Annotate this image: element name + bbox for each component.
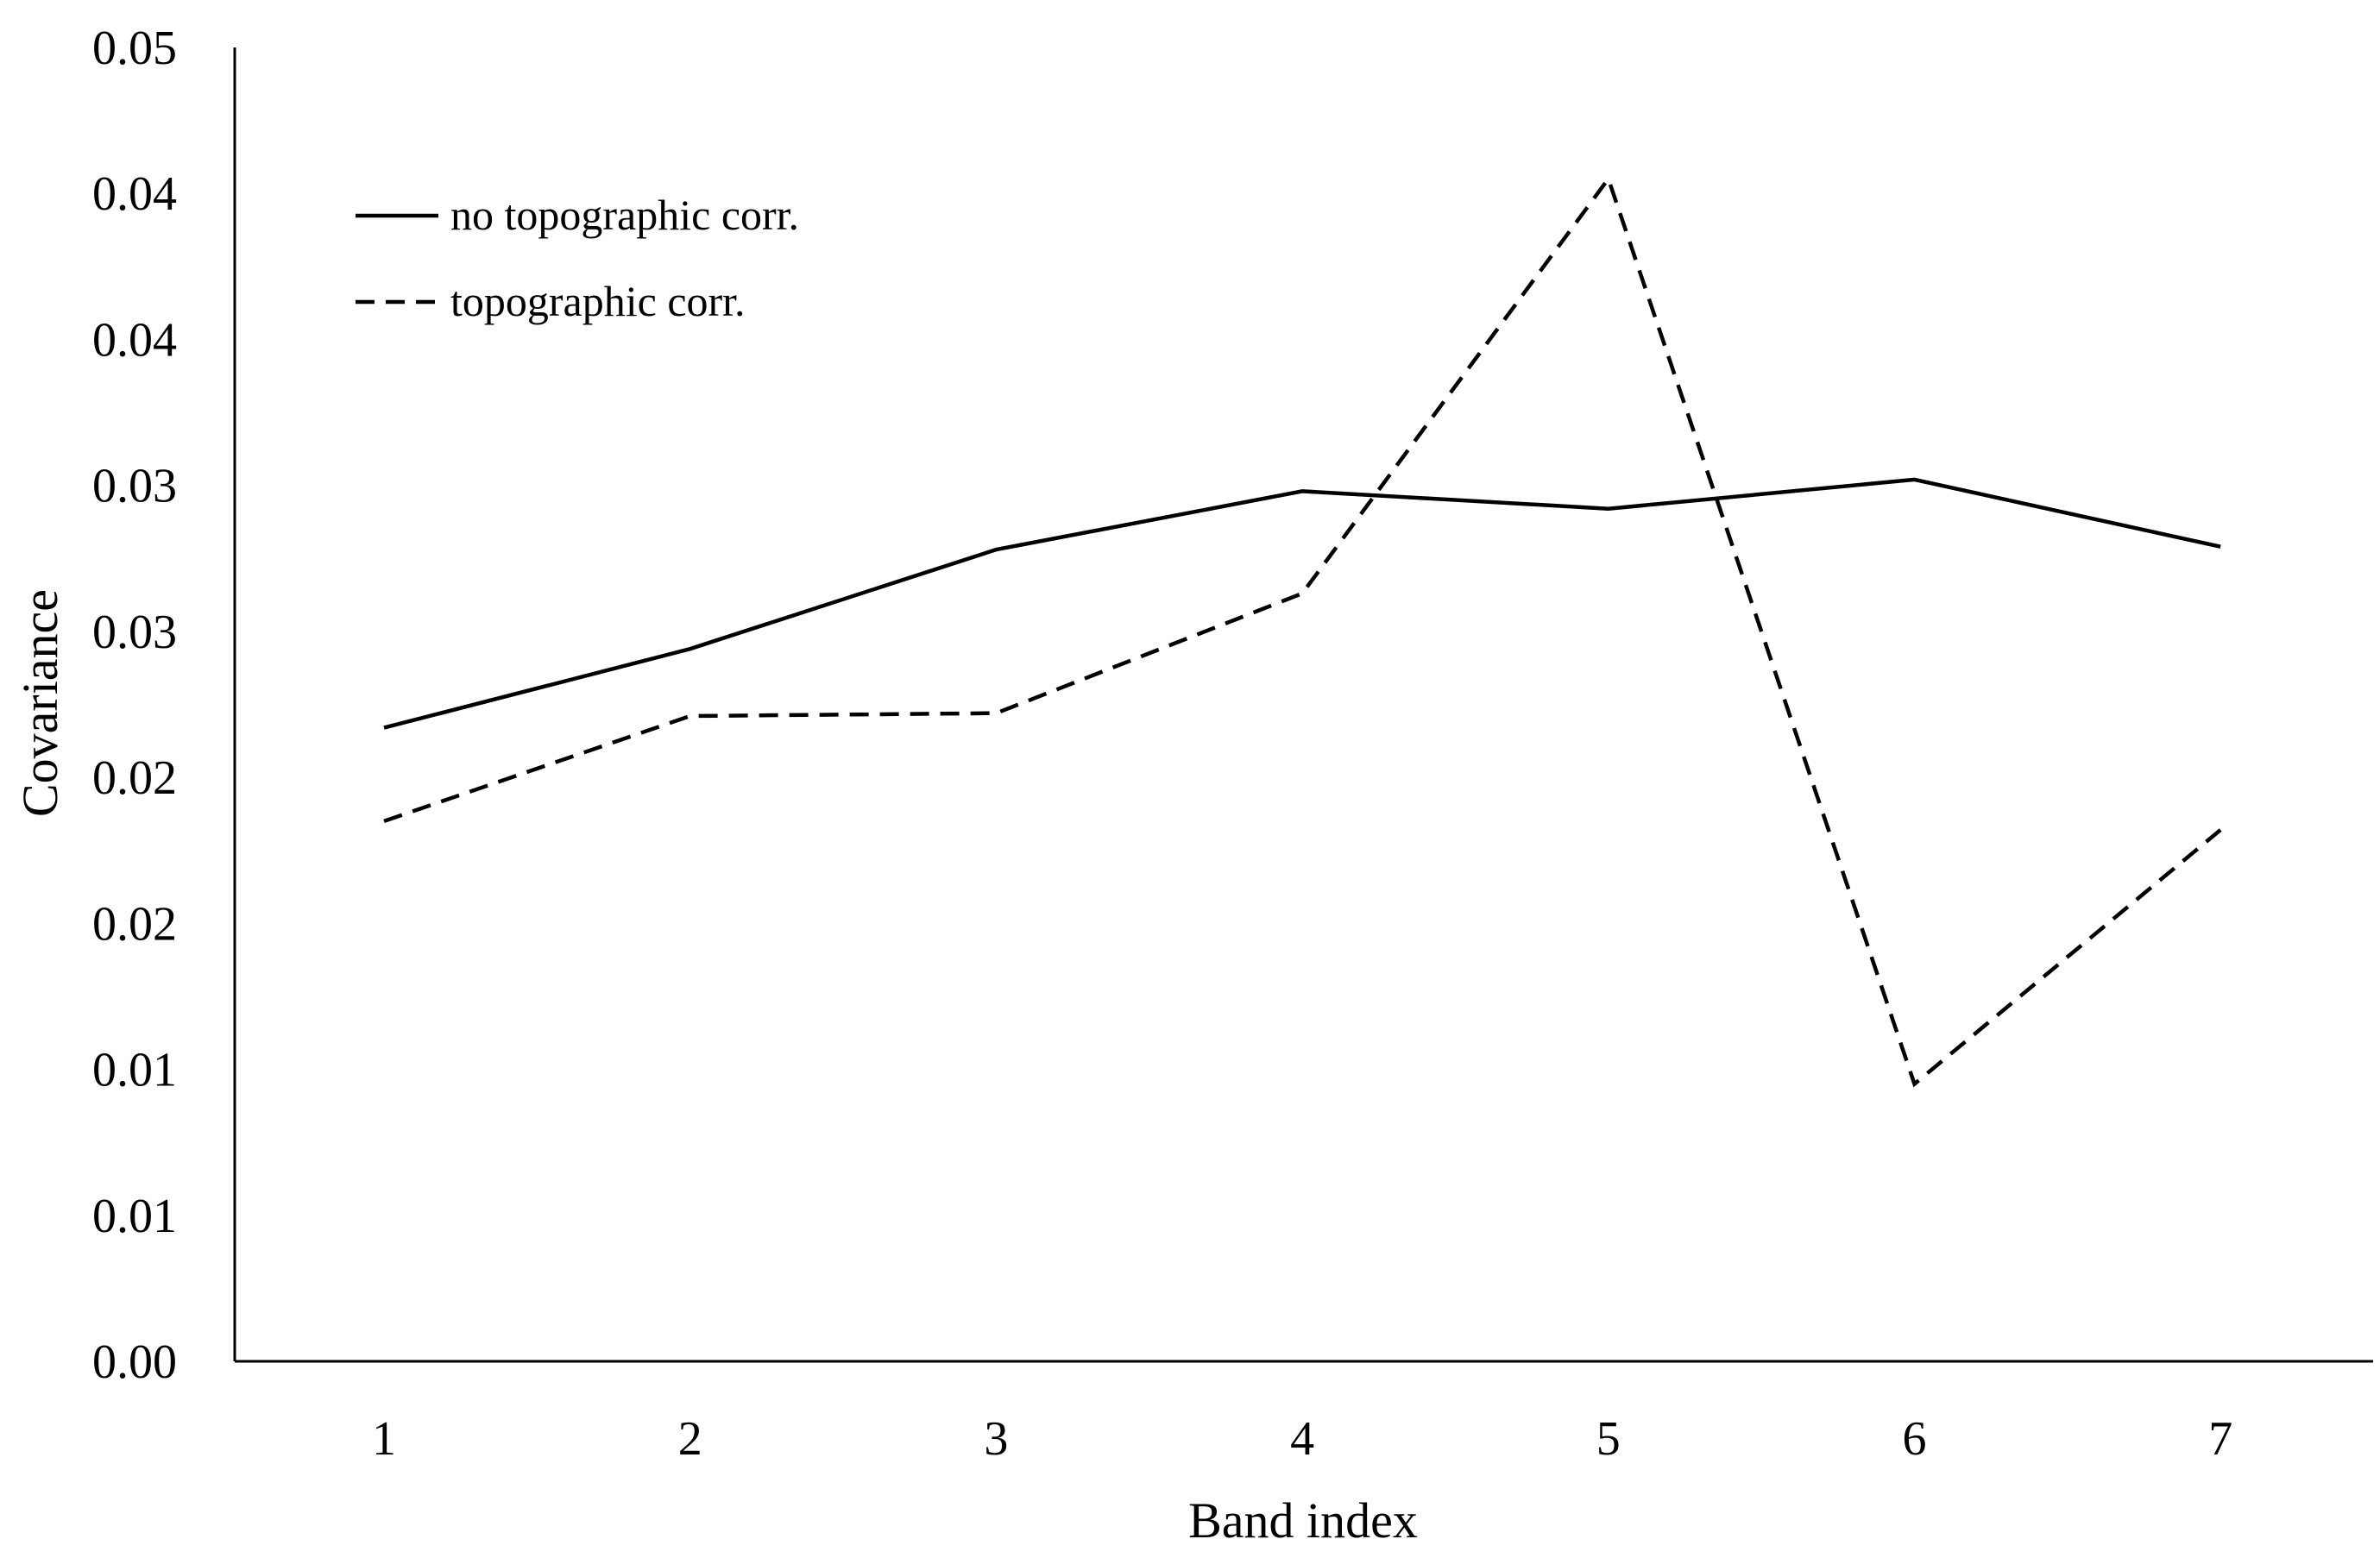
series-lines bbox=[383, 174, 2222, 1088]
y-axis-title: Covariance bbox=[12, 589, 68, 817]
x-tick-label: 1 bbox=[372, 1412, 396, 1466]
y-tick-label: 0.02 bbox=[92, 897, 177, 951]
x-axis-tick-labels: 1 2 3 4 5 6 7 bbox=[372, 1412, 2232, 1466]
y-tick-label: 0.03 bbox=[92, 460, 177, 513]
y-axis-tick-labels: 0.00 0.01 0.01 0.02 0.02 0.03 0.03 0.04 0.04 0.05 bbox=[92, 22, 177, 1389]
x-tick-label: 7 bbox=[2208, 1412, 2232, 1466]
y-tick-label: 0.03 bbox=[92, 606, 177, 659]
y-tick-label: 0.05 bbox=[92, 22, 177, 75]
y-tick-label: 0.00 bbox=[92, 1335, 177, 1389]
y-tick-label: 0.04 bbox=[92, 313, 177, 367]
y-tick-label: 0.02 bbox=[92, 751, 177, 805]
series-line-solid bbox=[383, 477, 2221, 730]
legend-label: no topographic corr. bbox=[450, 191, 799, 239]
x-tick-label: 3 bbox=[984, 1412, 1008, 1466]
y-tick-label: 0.01 bbox=[92, 1190, 177, 1243]
x-tick-label: 2 bbox=[678, 1412, 702, 1466]
x-axis-title: Band index bbox=[1188, 1492, 1418, 1549]
y-tick-label: 0.01 bbox=[92, 1044, 177, 1097]
legend-label: topographic corr. bbox=[450, 277, 746, 325]
x-tick-label: 5 bbox=[1596, 1412, 1621, 1466]
x-tick-label: 6 bbox=[1903, 1412, 1927, 1466]
y-tick-label: 0.04 bbox=[92, 167, 177, 221]
series-line-dashed bbox=[383, 174, 2222, 1088]
legend: no topographic corr. topographic corr. bbox=[356, 191, 799, 325]
x-tick-label: 4 bbox=[1290, 1412, 1314, 1466]
